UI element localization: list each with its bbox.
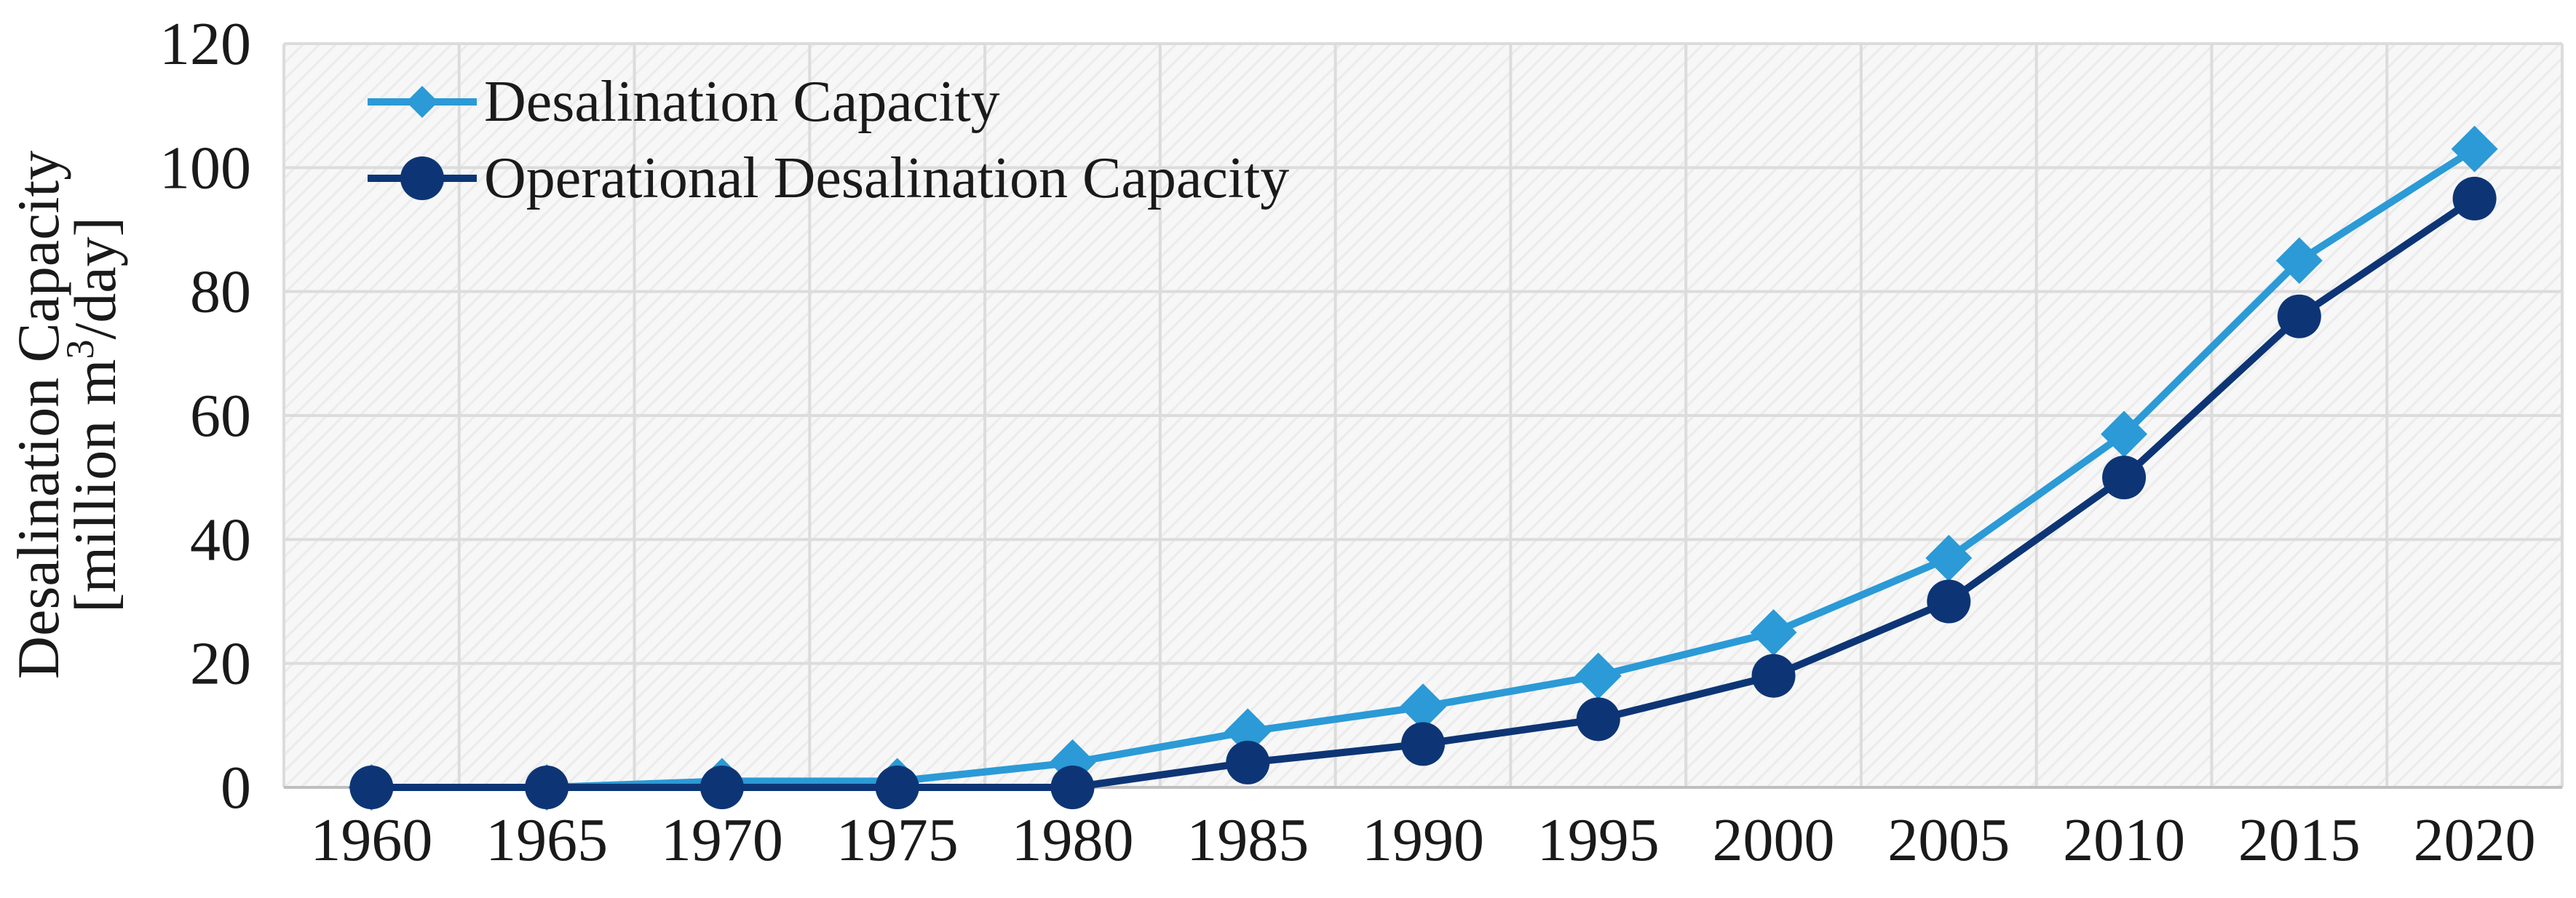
data-point-circle	[700, 766, 744, 809]
data-point-circle	[1226, 740, 1270, 784]
data-point-circle	[2452, 176, 2497, 220]
data-point-diamond	[2101, 410, 2148, 458]
y-axis-unit-suffix: /day]	[62, 217, 128, 339]
x-tick-label: 2015	[2238, 806, 2361, 874]
data-point-circle	[1576, 697, 1620, 742]
legend-marker-circle	[400, 156, 444, 200]
x-axis-ticks: 1960 1965 1970 1975 1980 1985 1990 1995 2000 2005…	[310, 806, 2535, 874]
y-tick-label: 40	[190, 506, 251, 573]
legend-label-desalination-capacity: Desalination Capacity	[484, 70, 1000, 134]
x-tick-label: 1965	[486, 806, 608, 874]
data-point-diamond	[2275, 237, 2323, 285]
legend-item-operational-desalination-capacity: Operational Desalination Capacity	[368, 146, 1289, 210]
series-1	[349, 176, 2497, 809]
y-axis-unit-superscript: 3	[58, 339, 102, 359]
y-tick-label: 120	[159, 10, 251, 78]
data-point-diamond	[1574, 652, 1622, 699]
y-tick-label: 60	[190, 382, 251, 450]
data-point-circle	[1401, 722, 1445, 766]
y-tick-label: 0	[221, 754, 251, 822]
x-tick-label: 1985	[1186, 806, 1309, 874]
x-tick-label: 2005	[1887, 806, 2010, 874]
series-layer	[348, 125, 2498, 811]
data-point-circle	[525, 766, 569, 809]
data-point-circle	[2102, 456, 2147, 500]
x-tick-label: 1960	[310, 806, 432, 874]
y-tick-label: 80	[190, 258, 251, 326]
y-axis-title-line1: Desalination Capacity	[5, 151, 71, 679]
x-tick-label: 1995	[1537, 806, 1660, 874]
data-point-circle	[1751, 653, 1796, 698]
y-axis-unit-prefix: [million m	[62, 359, 128, 613]
x-tick-label: 1975	[836, 806, 959, 874]
legend: Desalination Capacity Operational Desali…	[368, 70, 1289, 210]
data-point-diamond	[1925, 534, 1973, 581]
y-axis-title: Desalination Capacity [million m3/day]	[5, 151, 128, 679]
data-point-circle	[1927, 579, 1971, 624]
y-tick-label: 20	[190, 630, 251, 698]
x-tick-label: 2010	[2063, 806, 2185, 874]
y-axis-ticks: 0 20 40 60 80 100 120	[159, 10, 251, 822]
y-axis-title-line2: [million m3/day]	[58, 217, 128, 613]
legend-item-desalination-capacity: Desalination Capacity	[368, 70, 1000, 134]
data-point-circle	[1050, 766, 1095, 809]
data-point-diamond	[2451, 125, 2498, 172]
legend-label-operational-desalination-capacity: Operational Desalination Capacity	[484, 146, 1289, 210]
data-point-diamond	[1224, 708, 1272, 755]
x-tick-label: 1970	[661, 806, 783, 874]
x-tick-label: 2020	[2414, 806, 2536, 874]
data-point-circle	[2277, 294, 2321, 338]
legend-marker-diamond	[406, 86, 438, 118]
y-tick-label: 100	[159, 134, 251, 202]
x-tick-label: 2000	[1713, 806, 1835, 874]
data-point-diamond	[1750, 609, 1797, 656]
data-point-circle	[875, 766, 919, 809]
x-tick-label: 1990	[1362, 806, 1484, 874]
gridlines	[282, 42, 2564, 789]
data-point-diamond	[1400, 683, 1446, 731]
x-tick-label: 1980	[1011, 806, 1133, 874]
data-point-circle	[349, 766, 394, 809]
